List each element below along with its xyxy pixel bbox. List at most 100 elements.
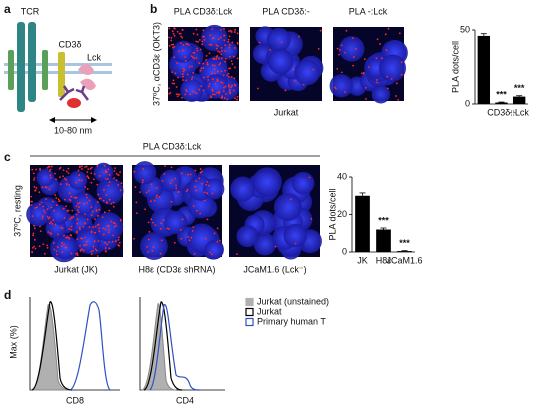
pla-dot (108, 240, 111, 243)
pla-dot (181, 73, 184, 75)
pla-dot (168, 92, 171, 95)
legend-swatch (245, 317, 254, 327)
pla-dot (55, 253, 58, 256)
pla-dot (106, 243, 108, 246)
y-axis-label: PLA dots/cell (327, 188, 337, 240)
pla-dot (173, 241, 176, 244)
pla-dot (219, 28, 222, 31)
pla-dot (220, 57, 223, 60)
nucleus (133, 161, 157, 185)
pla-dot (34, 207, 37, 209)
bar (512, 96, 526, 104)
pla-dot (216, 78, 219, 81)
pla-dot (387, 27, 390, 30)
pla-dot (216, 79, 219, 82)
pla-dot (196, 209, 198, 212)
pla-dot (203, 39, 206, 41)
pla-dot (117, 174, 120, 176)
pla-dot (184, 93, 187, 96)
pla-dot (102, 233, 105, 236)
pla-dot (72, 215, 75, 218)
pla-dot (49, 174, 52, 177)
pla-dot (390, 78, 393, 80)
pla-dot (68, 184, 71, 186)
pla-dot (113, 225, 116, 228)
pla-dot (95, 249, 98, 252)
pla-dot (227, 84, 230, 86)
pla-dot (193, 57, 196, 60)
nucleus (140, 232, 168, 260)
pla-dot (55, 197, 58, 199)
x-tick-label: JCaM1.6 (386, 255, 422, 265)
micrograph (168, 24, 240, 102)
pla-dot (227, 72, 230, 75)
pla-dot (215, 44, 218, 47)
pla-dot (217, 50, 220, 53)
pla-dot (202, 67, 205, 70)
nucleus (203, 178, 225, 200)
pla-dot (80, 237, 82, 240)
pla-dot (65, 205, 67, 208)
y-tick-label: 40 (337, 171, 347, 181)
pla-dot (169, 91, 172, 94)
pla-dot (218, 51, 221, 54)
pla-dot (48, 170, 51, 172)
significance: *** (496, 89, 507, 99)
pla-dot (202, 76, 205, 79)
pla-dot (354, 47, 357, 50)
pla-dot (78, 226, 81, 229)
pla-dot (34, 247, 37, 250)
pla-dot (207, 79, 210, 81)
pla-dot (226, 98, 229, 101)
pla-dot (115, 240, 117, 242)
pla-dot (50, 176, 52, 179)
pla-dot (184, 56, 187, 59)
pla-dot (228, 30, 230, 33)
micrograph (26, 162, 124, 263)
pla-dot (195, 40, 198, 43)
pla-dot (204, 237, 207, 240)
pla-dot (215, 58, 218, 61)
pla-dot (42, 243, 45, 246)
pla-dot (77, 169, 80, 172)
micrograph (132, 161, 225, 260)
pla-dot (79, 250, 82, 252)
pla-dot (90, 166, 93, 169)
bar (495, 102, 508, 104)
pla-dot (135, 201, 138, 204)
pla-dot (194, 185, 197, 188)
pla-dot (163, 219, 165, 221)
pla-dot (63, 243, 65, 246)
pla-dot (193, 253, 196, 255)
pla-dot (386, 75, 389, 78)
significance: *** (399, 238, 410, 248)
pla-dot (220, 81, 223, 84)
pla-dot (159, 252, 162, 255)
pla-dot (84, 236, 86, 239)
pla-dot (210, 43, 213, 46)
x-tick-label: -:Lck (509, 107, 529, 117)
pla-dot (156, 194, 158, 197)
pla-dot (211, 64, 214, 67)
pla-dot (215, 56, 218, 59)
pla-dot (33, 227, 36, 230)
pla-dot (70, 216, 73, 219)
nucleus (379, 54, 407, 82)
pla-dot (376, 38, 379, 41)
pla-dot (82, 249, 85, 252)
pla-dot (170, 200, 173, 203)
pla-dot (214, 82, 217, 85)
pla-dot (386, 87, 389, 90)
pla-dot (196, 49, 199, 52)
row-label: 37ºC, αCD3ε (OKT3) (151, 22, 161, 106)
pla-dot (171, 82, 174, 85)
pla-dot (195, 57, 198, 59)
pla-dot (182, 79, 184, 81)
pla-dot (94, 225, 97, 228)
pla-dot (92, 226, 95, 229)
pla-dot (205, 58, 207, 61)
pla-dot (224, 93, 227, 95)
pla-dot (220, 96, 223, 99)
pla-dot (49, 168, 52, 171)
pla-dot (200, 170, 203, 173)
